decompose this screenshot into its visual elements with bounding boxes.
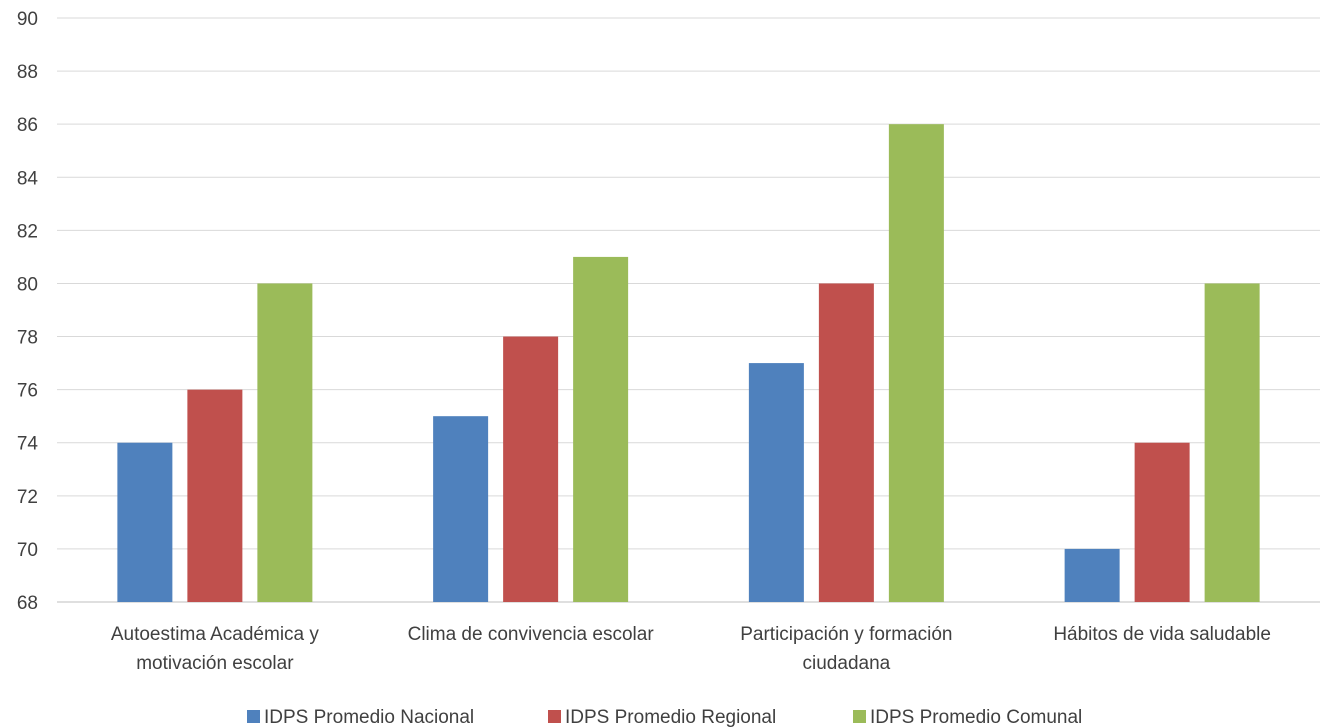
legend-label: IDPS Promedio Comunal — [870, 707, 1082, 728]
y-tick-label: 70 — [17, 540, 38, 561]
x-category-label: Hábitos de vida saludable — [1053, 624, 1271, 645]
legend-swatch — [548, 710, 561, 723]
bar — [1134, 442, 1190, 602]
bar — [117, 442, 173, 602]
y-tick-label: 68 — [17, 593, 38, 614]
y-tick-label: 76 — [17, 381, 38, 402]
legend-label: IDPS Promedio Nacional — [264, 707, 474, 728]
y-tick-label: 72 — [17, 487, 38, 508]
x-category-label-line: Autoestima Académica y — [111, 624, 320, 645]
x-category-label-line: motivación escolar — [136, 653, 294, 674]
x-category-label-line: ciudadana — [803, 653, 891, 674]
x-category-label-line: Hábitos de vida saludable — [1053, 624, 1271, 645]
bar — [1204, 283, 1260, 602]
bars — [117, 124, 1260, 602]
y-axis-ticks: 68 70 72 74 76 78 80 82 84 86 88 90 — [17, 9, 39, 614]
x-category-label-line: Clima de convivencia escolar — [408, 624, 655, 645]
y-tick-label: 78 — [17, 328, 38, 349]
bar — [187, 389, 243, 602]
bar — [257, 283, 313, 602]
legend-swatch — [853, 710, 866, 723]
y-tick-label: 84 — [17, 168, 39, 189]
y-tick-label: 90 — [17, 9, 38, 30]
y-tick-label: 80 — [17, 274, 38, 295]
bar — [433, 416, 489, 602]
bar — [818, 283, 874, 602]
x-axis-labels: Autoestima Académica y motivación escolar… — [111, 624, 1271, 674]
x-category-label: Autoestima Académica y motivación escolar — [111, 624, 320, 674]
x-category-label: Participación y formación ciudadana — [740, 624, 952, 674]
x-category-label: Clima de convivencia escolar — [408, 624, 655, 645]
y-tick-label: 86 — [17, 115, 38, 136]
legend-label: IDPS Promedio Regional — [565, 707, 776, 728]
bar — [503, 336, 559, 602]
bar — [888, 124, 944, 602]
bar — [573, 256, 629, 602]
bar — [1064, 548, 1120, 602]
y-tick-label: 82 — [17, 221, 38, 242]
gridlines — [57, 17, 1320, 603]
bar — [748, 363, 804, 602]
y-tick-label: 74 — [17, 434, 39, 455]
y-tick-label: 88 — [17, 62, 38, 83]
legend-swatch — [247, 710, 260, 723]
legend: IDPS Promedio Nacional IDPS Promedio Regi… — [247, 707, 1082, 728]
x-category-label-line: Participación y formación — [740, 624, 952, 645]
